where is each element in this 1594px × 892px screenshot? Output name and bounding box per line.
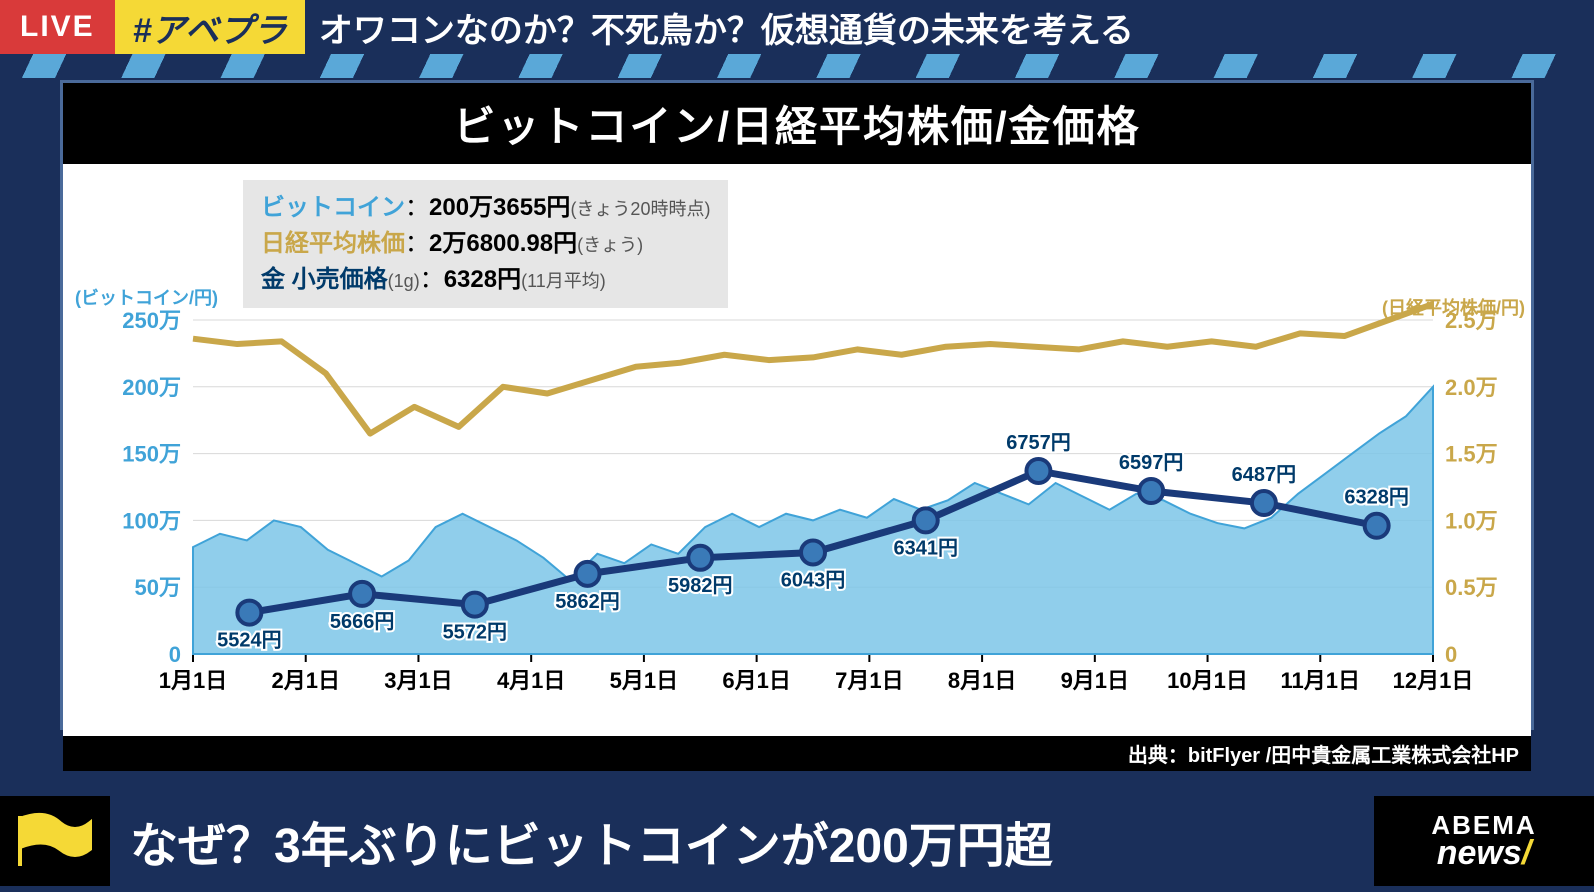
banner-question: なぜ？3年ぶりにビットコインが200万円超 xyxy=(110,796,1374,886)
svg-text:6328円: 6328円 xyxy=(1344,487,1409,509)
svg-text:10月1日: 10月1日 xyxy=(1167,668,1248,693)
svg-text:0.5万: 0.5万 xyxy=(1445,575,1498,600)
svg-text:12月1日: 12月1日 xyxy=(1393,668,1474,693)
svg-text:6757円: 6757円 xyxy=(1006,432,1071,454)
svg-text:0: 0 xyxy=(169,642,181,667)
logo-line2: news/ xyxy=(1437,837,1532,869)
svg-text:5524円: 5524円 xyxy=(217,630,282,652)
chart-panel: ビットコイン/日経平均株価/金価格 (ビットコイン/円) (日経平均株価/円) … xyxy=(60,80,1534,730)
chevron-strip xyxy=(0,54,1594,78)
svg-text:9月1日: 9月1日 xyxy=(1061,668,1129,693)
chart-area: (ビットコイン/円) (日経平均株価/円) ビットコイン ： 200万3655円… xyxy=(63,164,1531,736)
abema-news-logo: ABEMA news/ xyxy=(1374,796,1594,886)
svg-text:6月1日: 6月1日 xyxy=(722,668,790,693)
svg-text:200万: 200万 xyxy=(122,375,181,400)
svg-text:5572円: 5572円 xyxy=(443,622,508,644)
svg-text:8月1日: 8月1日 xyxy=(948,668,1016,693)
svg-text:0: 0 xyxy=(1445,642,1457,667)
svg-text:1.5万: 1.5万 xyxy=(1445,442,1498,467)
chart-svg: 0 50万 100万 150万 200万 250万 0 0.5万 1.0万 1.5万 2.0万 2.5… xyxy=(63,164,1531,736)
source-line: 出典：bitFlyer /田中貴金属工業株式会社HP xyxy=(63,736,1531,771)
svg-text:5862円: 5862円 xyxy=(555,591,620,613)
panel-title: ビットコイン/日経平均株価/金価格 xyxy=(63,83,1531,164)
svg-text:250万: 250万 xyxy=(122,308,181,333)
bottom-banner: なぜ？3年ぶりにビットコインが200万円超 ABEMA news/ xyxy=(0,796,1594,886)
hashtag-badge: #アベプラ xyxy=(115,0,305,54)
svg-text:2月1日: 2月1日 xyxy=(271,668,339,693)
svg-text:2.5万: 2.5万 xyxy=(1445,308,1498,333)
svg-text:2.0万: 2.0万 xyxy=(1445,375,1498,400)
svg-text:1月1日: 1月1日 xyxy=(159,668,227,693)
svg-text:5982円: 5982円 xyxy=(668,575,733,597)
svg-text:6043円: 6043円 xyxy=(781,569,846,591)
svg-text:1.0万: 1.0万 xyxy=(1445,508,1498,533)
svg-text:6597円: 6597円 xyxy=(1119,452,1184,474)
svg-text:4月1日: 4月1日 xyxy=(497,668,565,693)
svg-text:11月1日: 11月1日 xyxy=(1281,668,1361,693)
svg-text:150万: 150万 xyxy=(122,442,181,467)
live-badge: LIVE xyxy=(0,0,115,54)
flag-icon xyxy=(0,796,110,886)
svg-text:100万: 100万 xyxy=(122,508,181,533)
svg-text:5666円: 5666円 xyxy=(330,611,395,633)
headline-text: オワコンなのか？不死鳥か？仮想通貨の未来を考える xyxy=(305,0,1594,54)
top-bar: LIVE #アベプラ オワコンなのか？不死鳥か？仮想通貨の未来を考える xyxy=(0,0,1594,54)
svg-text:5月1日: 5月1日 xyxy=(610,668,678,693)
svg-text:6487円: 6487円 xyxy=(1232,464,1297,486)
svg-text:6341円: 6341円 xyxy=(893,537,958,559)
svg-text:3月1日: 3月1日 xyxy=(384,668,452,693)
svg-text:7月1日: 7月1日 xyxy=(835,668,903,693)
svg-text:50万: 50万 xyxy=(135,575,181,600)
